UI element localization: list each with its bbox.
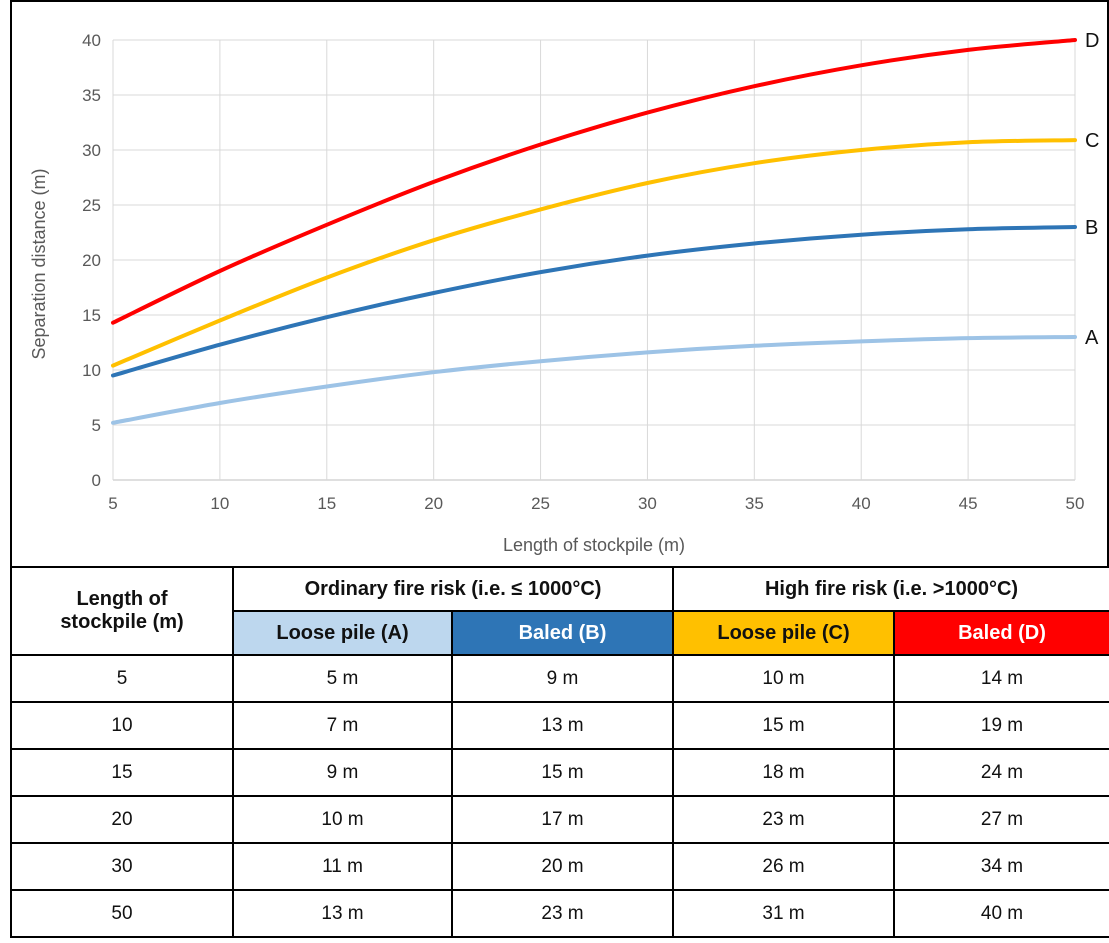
cell-length: 15 [10,748,234,797]
series-label-d: D [1085,30,1099,52]
cell-d: 34 m [892,842,1109,891]
cell-d: 14 m [892,654,1109,703]
header-high-risk: High fire risk (i.e. >1000°C) [671,566,1109,612]
x-tick-label: 40 [852,494,871,513]
cell-c: 10 m [672,654,895,703]
header-ordinary-risk: Ordinary fire risk (i.e. ≤ 1000°C) [232,566,674,612]
y-tick-label: 20 [82,251,101,270]
y-tick-label: 40 [82,31,101,50]
header-length-label: Length of stockpile (m) [60,588,184,633]
x-tick-label: 30 [638,494,657,513]
x-tick-label: 10 [210,494,229,513]
cell-length: 30 [10,842,234,891]
grid [112,39,1076,481]
cell-a: 13 m [232,889,453,938]
y-tick-label: 25 [82,196,101,215]
cell-b: 20 m [451,842,674,891]
y-tick-label: 30 [82,141,101,160]
header-length: Length of stockpile (m) [10,566,234,656]
series-label-c: C [1085,130,1099,152]
table-row: 30 11 m 20 m 26 m 34 m [10,842,1109,891]
cell-c: 31 m [672,889,895,938]
table-row: 15 9 m 15 m 18 m 24 m [10,748,1109,797]
series-label-b: B [1085,217,1098,239]
series-lines [111,38,1077,425]
header-baled-b: Baled (B) [451,610,674,656]
x-axis-title: Length of stockpile (m) [503,535,685,555]
cell-length: 50 [10,889,234,938]
table-row: 5 5 m 9 m 10 m 14 m [10,654,1109,703]
x-tick-label: 20 [424,494,443,513]
y-tick-label: 5 [92,416,101,435]
cell-a: 9 m [232,748,453,797]
cell-c: 23 m [672,795,895,844]
cell-length: 20 [10,795,234,844]
cell-a: 7 m [232,701,453,750]
y-tick-label: 0 [92,471,101,490]
cell-d: 24 m [892,748,1109,797]
cell-b: 17 m [451,795,674,844]
x-tick-label: 15 [317,494,336,513]
cell-length: 10 [10,701,234,750]
x-tick-label: 45 [959,494,978,513]
x-tick-label: 35 [745,494,764,513]
table-row: 50 13 m 23 m 31 m 40 m [10,889,1109,938]
y-axis-title: Separation distance (m) [29,168,49,359]
series-line-c [111,138,1077,368]
cell-b: 9 m [451,654,674,703]
cell-d: 27 m [892,795,1109,844]
cell-b: 23 m [451,889,674,938]
cell-b: 13 m [451,701,674,750]
cell-d: 19 m [892,701,1109,750]
table-row: 20 10 m 17 m 23 m 27 m [10,795,1109,844]
y-tick-label: 10 [82,361,101,380]
series-line-d [111,38,1077,325]
header-baled-d: Baled (D) [892,610,1109,656]
x-tick-label: 50 [1066,494,1085,513]
cell-d: 40 m [892,889,1109,938]
y-tick-label: 15 [82,306,101,325]
y-tick-label: 35 [82,86,101,105]
header-loose-pile-a: Loose pile (A) [232,610,453,656]
cell-length: 5 [10,654,234,703]
table-row: 10 7 m 13 m 15 m 19 m [10,701,1109,750]
series-label-a: A [1085,327,1099,349]
cell-c: 26 m [672,842,895,891]
cell-b: 15 m [451,748,674,797]
header-loose-pile-c: Loose pile (C) [672,610,895,656]
cell-c: 15 m [672,701,895,750]
cell-a: 11 m [232,842,453,891]
cell-a: 5 m [232,654,453,703]
x-tick-label: 25 [531,494,550,513]
cell-c: 18 m [672,748,895,797]
cell-a: 10 m [232,795,453,844]
series-line-b [111,225,1077,378]
separation-table: Length of stockpile (m) Ordinary fire ri… [10,566,1109,938]
series-line-a [111,335,1077,425]
x-tick-label: 5 [108,494,117,513]
series-labels: A B C D [1085,30,1099,349]
